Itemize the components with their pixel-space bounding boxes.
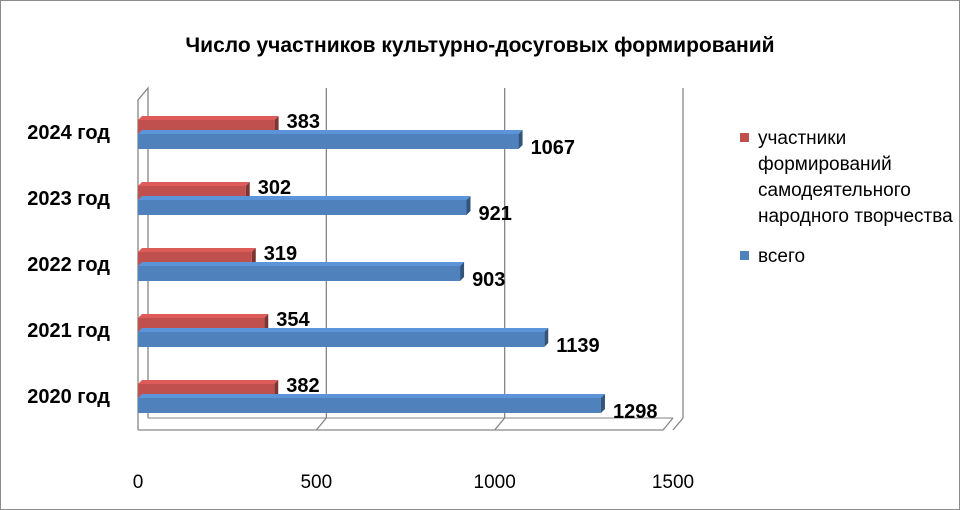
legend-label-participants: участники формирований самодеятельного н… — [758, 128, 953, 227]
bar-side — [518, 130, 523, 149]
legend-item-total: всего — [740, 244, 955, 270]
data-label: 319 — [264, 243, 297, 265]
bar — [138, 134, 519, 149]
data-label: 1139 — [556, 335, 599, 357]
category-label: 2024 год — [27, 122, 110, 144]
data-label: 921 — [478, 203, 511, 225]
gridline-floor — [315, 417, 327, 431]
category-label: 2020 год — [27, 386, 110, 408]
bar-top — [138, 196, 471, 200]
data-label: 903 — [472, 269, 505, 291]
data-label: 1298 — [613, 401, 658, 423]
bar-side — [544, 328, 549, 347]
category-label: 2021 год — [27, 320, 110, 342]
data-label: 1067 — [531, 137, 576, 159]
bar-top — [138, 314, 269, 318]
legend-swatch-total — [740, 251, 749, 260]
labels: 0 500 1000 1500 382 1298 2020 год 354 1139 2021 г… — [27, 111, 694, 493]
x-tick-label: 1500 — [652, 472, 694, 493]
bars — [138, 116, 605, 413]
legend: участники формирований самодеятельного н… — [740, 126, 955, 270]
bar — [138, 200, 467, 215]
x-tick-label: 1000 — [474, 472, 516, 493]
bar-top — [138, 328, 549, 332]
bar-top — [138, 262, 465, 266]
bar-top — [138, 116, 279, 120]
x-tick-label: 0 — [133, 472, 144, 493]
data-label: 383 — [287, 111, 320, 133]
bar-side — [460, 262, 465, 281]
data-label: 382 — [286, 375, 319, 397]
chart-title: Число участников культурно-досуговых фор… — [185, 34, 775, 57]
category-label: 2023 год — [27, 188, 110, 210]
bar-top — [138, 394, 605, 398]
bar — [138, 398, 601, 413]
category-label: 2022 год — [27, 254, 110, 276]
legend-swatch-participants — [740, 133, 749, 142]
data-label: 354 — [276, 309, 310, 331]
bar — [138, 266, 461, 281]
bar — [138, 332, 545, 347]
legend-label-total: всего — [758, 246, 806, 267]
gridline-floor — [672, 417, 684, 431]
x-tick-label: 500 — [300, 472, 332, 493]
bar-top — [138, 182, 250, 186]
bar-top — [138, 248, 256, 252]
data-label: 302 — [258, 177, 291, 199]
floor-edge — [138, 417, 674, 431]
bar-side — [466, 196, 471, 215]
bar-side — [600, 394, 605, 413]
gridline-floor — [494, 417, 506, 431]
legend-item-participants: участники формирований самодеятельного н… — [740, 126, 955, 230]
bar-top — [138, 380, 279, 384]
bar-top — [138, 130, 523, 134]
